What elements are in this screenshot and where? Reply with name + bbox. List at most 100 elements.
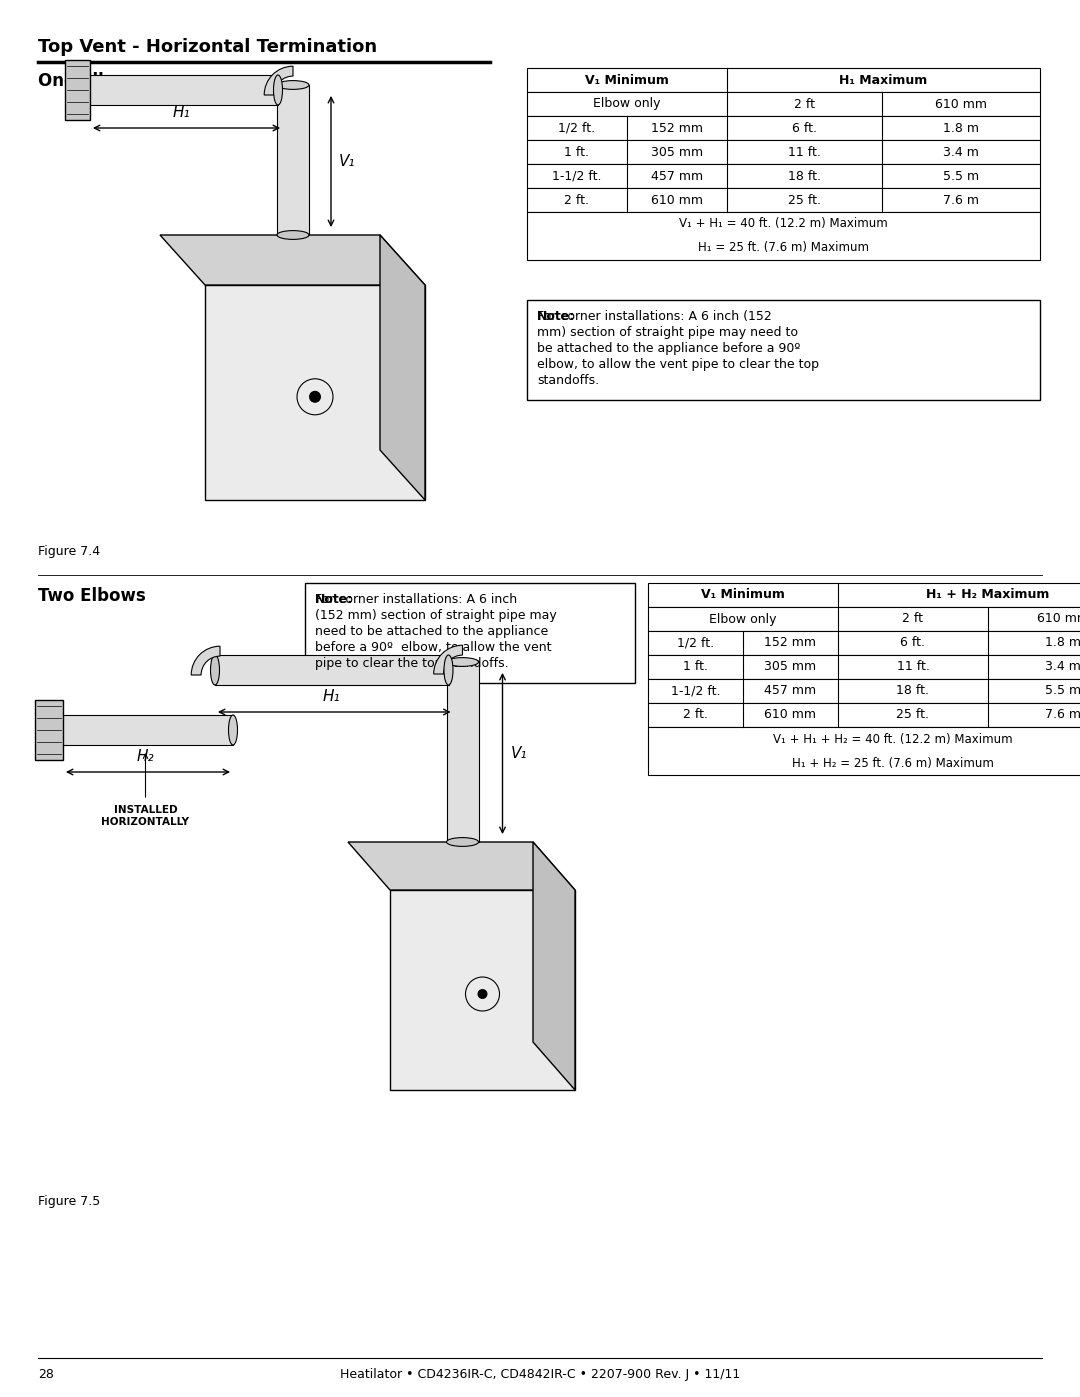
Text: V₁: V₁ (511, 746, 527, 761)
Ellipse shape (81, 75, 90, 105)
Text: 2 ft: 2 ft (794, 98, 815, 110)
Text: elbow, to allow the vent pipe to clear the top: elbow, to allow the vent pipe to clear t… (537, 358, 819, 372)
Text: 305 mm: 305 mm (651, 145, 703, 158)
Polygon shape (205, 285, 426, 500)
Bar (276, 85, 309, 235)
Bar (85, 75, 278, 105)
Text: V₁: V₁ (339, 154, 355, 169)
Text: 152 mm: 152 mm (651, 122, 703, 134)
Text: 18 ft.: 18 ft. (788, 169, 821, 183)
Text: 11 ft.: 11 ft. (896, 661, 930, 673)
Ellipse shape (211, 655, 219, 685)
Text: 25 ft.: 25 ft. (788, 194, 821, 207)
Text: 1-1/2 ft.: 1-1/2 ft. (671, 685, 720, 697)
Text: 5.5 m: 5.5 m (943, 169, 980, 183)
Text: 1/2 ft.: 1/2 ft. (677, 637, 714, 650)
Ellipse shape (54, 715, 63, 745)
Text: 1.8 m: 1.8 m (1045, 637, 1080, 650)
Wedge shape (191, 647, 220, 675)
Text: Heatilator • CD4236IR-C, CD4842IR-C • 2207-900 Rev. J • 11/11: Heatilator • CD4236IR-C, CD4842IR-C • 22… (340, 1368, 740, 1382)
Bar (648, 679, 1080, 703)
Text: INSTALLED
HORIZONTALLY: INSTALLED HORIZONTALLY (102, 805, 189, 827)
Ellipse shape (446, 658, 478, 666)
Polygon shape (390, 890, 575, 1090)
Ellipse shape (276, 231, 309, 239)
Text: For corner installations: A 6 inch: For corner installations: A 6 inch (315, 592, 517, 606)
Text: Elbow only: Elbow only (710, 612, 777, 626)
Text: H₁: H₁ (323, 689, 340, 704)
Text: Figure 7.5: Figure 7.5 (38, 1194, 100, 1208)
Text: 25 ft.: 25 ft. (896, 708, 930, 721)
Text: 305 mm: 305 mm (765, 661, 816, 673)
Polygon shape (35, 700, 63, 760)
Polygon shape (534, 842, 575, 1090)
Text: 7.6 m: 7.6 m (1045, 708, 1080, 721)
Text: For corner installations: A 6 inch (152: For corner installations: A 6 inch (152 (537, 310, 772, 323)
Text: 7.6 m: 7.6 m (943, 194, 978, 207)
Text: Note:: Note: (315, 592, 353, 606)
Text: 457 mm: 457 mm (765, 685, 816, 697)
Text: 610 mm: 610 mm (765, 708, 816, 721)
Text: before a 90º  elbow, to allow the vent: before a 90º elbow, to allow the vent (315, 641, 552, 654)
Bar (648, 631, 1080, 655)
Text: 3.4 m: 3.4 m (943, 145, 978, 158)
Circle shape (477, 989, 487, 999)
Text: V₁ + H₁ = 40 ft. (12.2 m) Maximum: V₁ + H₁ = 40 ft. (12.2 m) Maximum (679, 218, 888, 231)
Text: 610 mm: 610 mm (1037, 612, 1080, 626)
Text: V₁ Minimum: V₁ Minimum (585, 74, 669, 87)
Bar (527, 212, 1040, 260)
Bar (527, 140, 1040, 163)
Bar (58, 715, 233, 745)
Text: be attached to the appliance before a 90º: be attached to the appliance before a 90… (537, 342, 800, 355)
Text: mm) section of straight pipe may need to: mm) section of straight pipe may need to (537, 326, 798, 339)
Bar (446, 662, 478, 842)
Text: 152 mm: 152 mm (765, 637, 816, 650)
Ellipse shape (446, 838, 478, 847)
Ellipse shape (229, 715, 238, 745)
Text: H₁ + H₂ = 25 ft. (7.6 m) Maximum: H₁ + H₂ = 25 ft. (7.6 m) Maximum (792, 757, 994, 770)
Text: H₂: H₂ (137, 749, 154, 764)
Text: H₁: H₁ (173, 105, 190, 120)
Text: 6 ft.: 6 ft. (792, 122, 816, 134)
Text: 1-1/2 ft.: 1-1/2 ft. (552, 169, 602, 183)
Text: V₁ Minimum: V₁ Minimum (701, 588, 785, 602)
Text: 2 ft.: 2 ft. (683, 708, 708, 721)
Bar (648, 655, 1080, 679)
Text: pipe to clear the top standoffs.: pipe to clear the top standoffs. (315, 657, 509, 671)
Text: 18 ft.: 18 ft. (896, 685, 930, 697)
Text: 1 ft.: 1 ft. (683, 661, 708, 673)
Bar (527, 163, 1040, 189)
Bar (527, 68, 1040, 92)
Wedge shape (265, 66, 293, 95)
Text: 6 ft.: 6 ft. (901, 637, 926, 650)
Text: H₁ + H₂ Maximum: H₁ + H₂ Maximum (927, 588, 1050, 602)
Circle shape (309, 391, 321, 402)
Text: Figure 7.4: Figure 7.4 (38, 545, 100, 557)
Text: 457 mm: 457 mm (651, 169, 703, 183)
Text: H₁ Maximum: H₁ Maximum (839, 74, 928, 87)
Text: 5.5 m: 5.5 m (1045, 685, 1080, 697)
Text: (152 mm) section of straight pipe may: (152 mm) section of straight pipe may (315, 609, 557, 622)
Ellipse shape (276, 81, 309, 89)
Text: 11 ft.: 11 ft. (788, 145, 821, 158)
Ellipse shape (444, 655, 453, 685)
Bar (527, 116, 1040, 140)
Bar (527, 189, 1040, 212)
Bar (527, 300, 1040, 400)
Text: 2 ft.: 2 ft. (565, 194, 590, 207)
Text: 1/2 ft.: 1/2 ft. (558, 122, 595, 134)
Ellipse shape (273, 75, 283, 105)
Text: 610 mm: 610 mm (651, 194, 703, 207)
Polygon shape (160, 235, 426, 285)
Text: 28: 28 (38, 1368, 54, 1382)
Text: H₁ = 25 ft. (7.6 m) Maximum: H₁ = 25 ft. (7.6 m) Maximum (698, 242, 869, 254)
Text: 2 ft: 2 ft (903, 612, 923, 626)
Bar (648, 583, 1080, 608)
Bar (648, 608, 1080, 631)
Text: Elbow only: Elbow only (593, 98, 661, 110)
Text: 3.4 m: 3.4 m (1045, 661, 1080, 673)
Polygon shape (65, 60, 90, 120)
Text: 1 ft.: 1 ft. (565, 145, 590, 158)
Polygon shape (348, 842, 575, 890)
Text: Top Vent - Horizontal Termination: Top Vent - Horizontal Termination (38, 38, 377, 56)
